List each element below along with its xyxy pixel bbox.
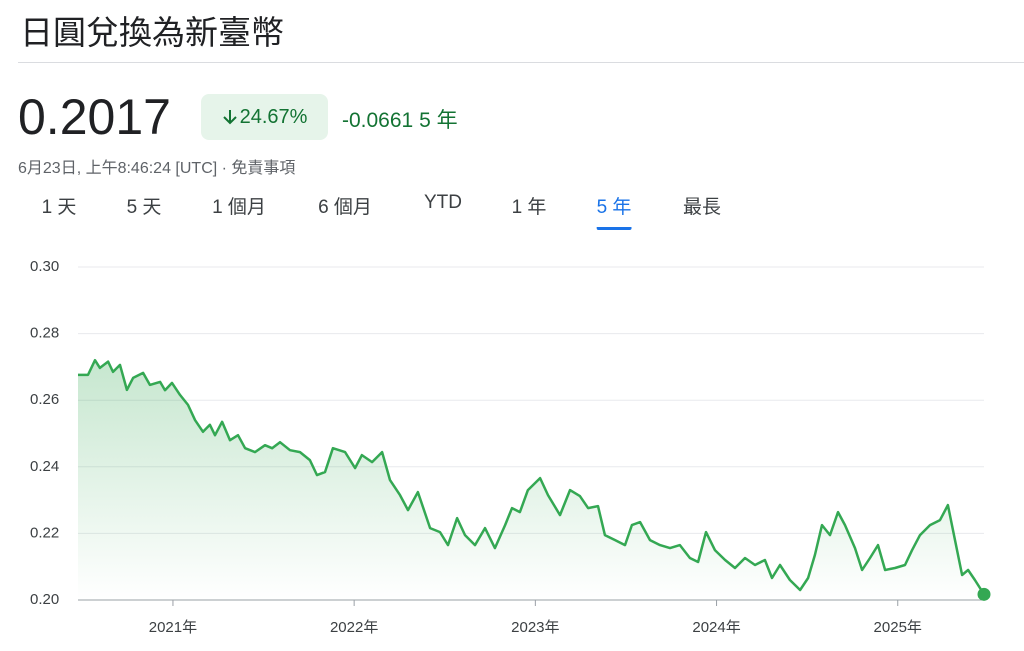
range-tab[interactable]: 6 個月 [318, 197, 372, 218]
price: 0.2017 [18, 89, 171, 145]
area [78, 360, 984, 600]
x-tick-label: 2021年 [149, 619, 197, 636]
x-tick-label: 2024年 [692, 619, 740, 636]
timestamp-row: 6月23日, 上午8:46:24 [UTC] · 免責事項 [18, 154, 295, 178]
end-dot [977, 587, 991, 601]
y-tick-label: 0.28 [30, 325, 59, 342]
y-tick-label: 0.26 [30, 391, 59, 408]
y-tick-label: 0.22 [30, 524, 59, 541]
range-tab[interactable]: 1 年 [511, 197, 547, 218]
range-tab[interactable]: 5 年 [596, 192, 632, 230]
title: 日圓兌換為新臺幣 [20, 14, 284, 51]
change: -0.0661 5 年 [342, 104, 458, 134]
range-tab[interactable]: 5 天 [126, 197, 162, 218]
x-tick-label: 2023年 [511, 619, 559, 636]
y-tick-label: 0.24 [30, 458, 59, 475]
chart: 0.20 0.22 0.24 0.26 0.28 0.30 2021年 2022年 2023年 2… [30, 258, 991, 636]
x-tick-label: 2025年 [874, 619, 922, 636]
range-tab[interactable]: YTD [424, 192, 462, 213]
down-arrow [222, 110, 237, 125]
range-tabs: 1 天 5 天 1 個月 6 個月 YTD 1 年 5 年 最長 [0, 192, 760, 230]
change-percent: 24.67% [239, 105, 308, 128]
timestamp: 6月23日, 上午8:46:24 [UTC] · [18, 160, 227, 177]
y-tick-label: 0.30 [30, 258, 59, 275]
line [78, 358, 986, 595]
change-abs: -0.0661 [342, 109, 414, 132]
divider [18, 62, 1024, 63]
disclaimer[interactable]: 免責事項 [231, 160, 296, 177]
range-tab[interactable]: 1 個月 [212, 197, 266, 218]
range-tab[interactable]: 1 天 [41, 197, 77, 218]
range-tab[interactable]: 最長 [682, 197, 722, 218]
change-badge: 24.67% [201, 94, 328, 140]
change-period: 5 年 [419, 109, 458, 132]
y-tick-label: 0.20 [30, 591, 59, 608]
x-tick-label: 2022年 [330, 619, 378, 636]
